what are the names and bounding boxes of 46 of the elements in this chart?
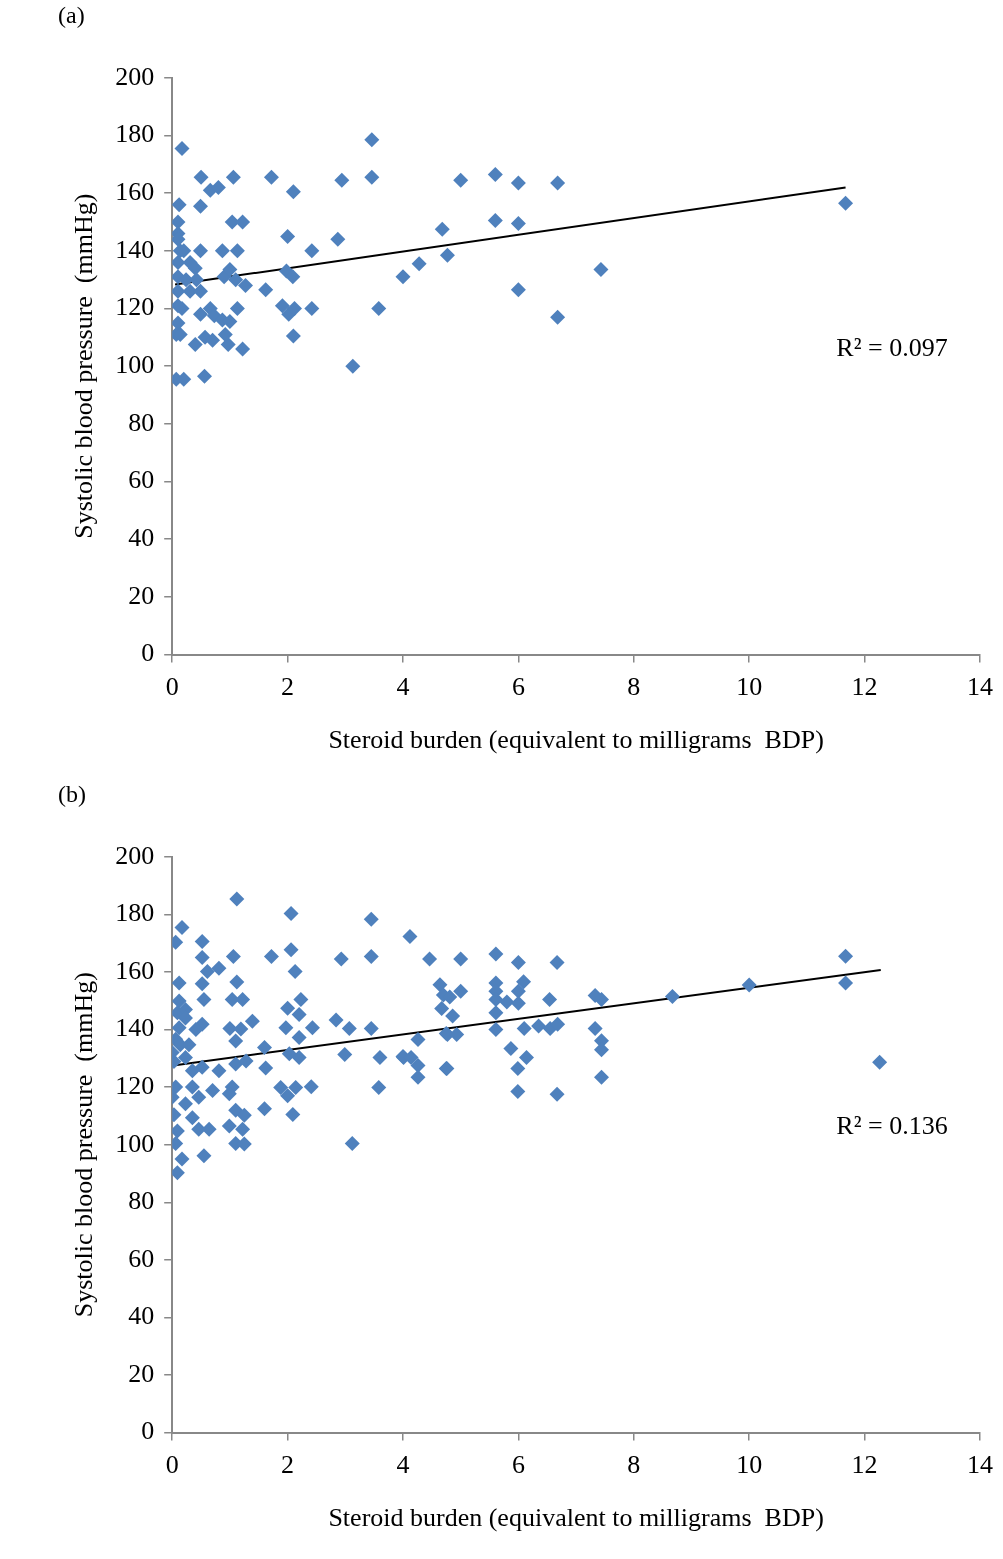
x-axis-title: Steroid burden (equivalent to milligrams BDP) [328,1503,824,1533]
x-tick-label: 8 [627,672,641,702]
x-tick-label: 4 [396,672,410,702]
x-tick-label: 10 [736,1450,763,1480]
y-tick-label: 100 [115,350,155,380]
y-axis-title: Systolic blood pressure (mmHg) [69,193,99,539]
y-tick-label: 80 [128,407,155,437]
y-tick-label: 160 [115,955,155,985]
y-tick-label: 0 [141,1416,155,1446]
y-tick-label: 100 [115,1128,155,1158]
y-tick-label: 200 [115,61,155,91]
x-tick-label: 10 [736,672,763,702]
x-tick-label: 2 [281,672,295,702]
y-tick-label: 120 [115,1070,155,1100]
annotation: R² = 0.136 [836,1111,948,1141]
y-tick-label: 120 [115,292,155,322]
y-tick-label: 140 [115,234,155,264]
y-tick-label: 180 [115,119,155,149]
x-tick-label: 8 [627,1450,641,1480]
x-tick-label: 14 [967,672,993,702]
y-tick-label: 20 [128,580,155,610]
y-tick-label: 140 [115,1013,155,1043]
y-tick-label: 180 [115,898,155,928]
x-tick-label: 6 [511,672,525,702]
y-tick-label: 60 [128,1243,155,1273]
y-axis-title: Systolic blood pressure (mmHg) [69,972,99,1318]
x-tick-label: 2 [281,1450,295,1480]
x-tick-label: 12 [851,1450,878,1480]
y-tick-label: 160 [115,176,155,206]
x-tick-label: 4 [396,1450,410,1480]
y-tick-label: 200 [115,840,155,870]
y-tick-label: 40 [128,1301,155,1331]
y-tick-label: 80 [128,1186,155,1216]
x-tick-label: 6 [511,1450,525,1480]
x-axis-title: Steroid burden (equivalent to milligrams BDP) [328,725,824,755]
y-tick-label: 0 [141,638,155,668]
x-tick-label: 14 [967,1450,993,1480]
x-tick-label: 12 [851,672,878,702]
chart-title: (b) [58,780,86,807]
y-tick-label: 60 [128,465,155,495]
y-tick-label: 40 [128,523,155,553]
x-tick-label: 0 [165,672,179,702]
y-tick-label: 20 [128,1358,155,1388]
x-tick-label: 0 [165,1450,179,1480]
annotation: R² = 0.097 [836,332,948,362]
chart-title: (a) [58,1,85,28]
